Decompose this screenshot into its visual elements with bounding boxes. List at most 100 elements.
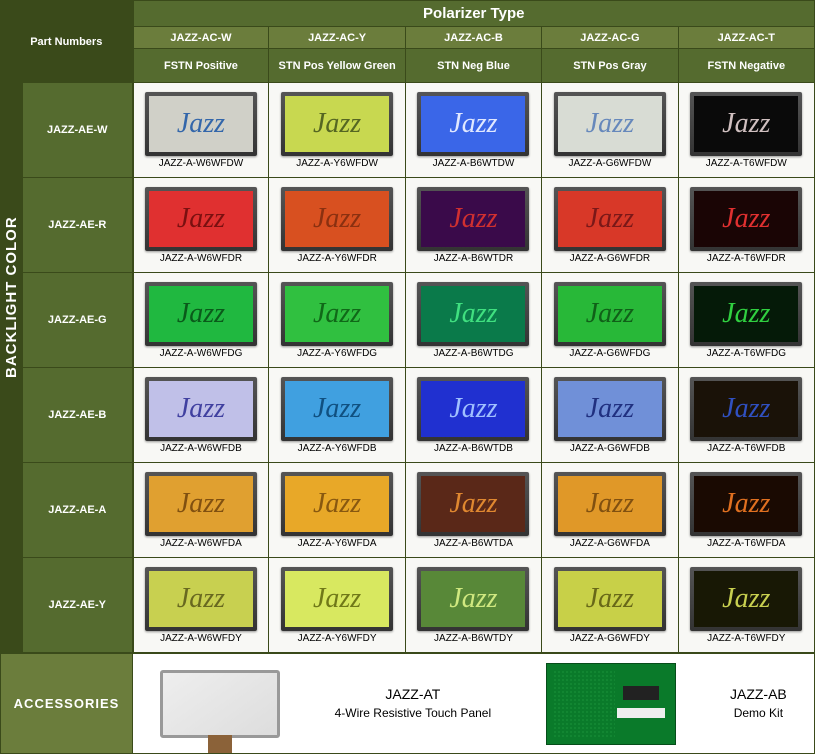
part-number: JAZZ-A-T6WFDR xyxy=(707,253,786,264)
lcd-logo: Jazz xyxy=(449,393,497,425)
part-number: JAZZ-A-Y6WFDG xyxy=(297,348,377,359)
part-number: JAZZ-A-B6WTDW xyxy=(433,158,515,169)
cell-5-4: Jazz JAZZ-A-T6WFDY xyxy=(678,558,814,653)
cell-5-2: JazzJAZZ-A-B6WTDY xyxy=(405,558,541,653)
lcd-logo: Jazz xyxy=(177,393,225,425)
jazz-at-desc: 4-Wire Resistive Touch Panel xyxy=(335,705,492,722)
part-number: JAZZ-A-B6WTDB xyxy=(434,443,513,454)
cell-1-3: Jazz JAZZ-A-G6WFDR xyxy=(542,178,678,273)
cell-0-3: Jazz JAZZ-A-G6WFDW xyxy=(542,83,678,178)
cell-3-2: Jazz JAZZ-A-B6WTDB xyxy=(405,368,541,463)
part-number: JAZZ-A-G6WFDB xyxy=(570,443,650,454)
col-code-3: JAZZ-AC-G xyxy=(542,27,678,49)
col-desc-4: FSTN Negative xyxy=(678,49,814,83)
part-numbers-header: Part Numbers xyxy=(1,1,133,83)
accessory-left-text: JAZZ-AT 4-Wire Resistive Touch Panel xyxy=(335,685,492,721)
lcd-logo: Jazz xyxy=(313,203,361,235)
lcd-logo: Jazz xyxy=(722,393,770,425)
cell-3-4: Jazz JAZZ-A-T6WFDB xyxy=(678,368,814,463)
accessories-table: ACCESSORIES JAZZ-AT 4-Wire Resistive Tou… xyxy=(0,653,815,754)
lcd-logo: Jazz xyxy=(449,488,497,520)
cell-1-4: Jazz JAZZ-A-T6WFDR xyxy=(678,178,814,273)
part-number: JAZZ-A-B6WTDR xyxy=(434,253,513,264)
lcd-logo: Jazz xyxy=(586,583,634,615)
part-number: JAZZ-A-G6WFDA xyxy=(570,538,650,549)
row-label-5: JAZZ-AE-Y xyxy=(23,558,133,653)
lcd-logo: Jazz xyxy=(177,203,225,235)
cell-3-1: Jazz JAZZ-A-Y6WFDB xyxy=(269,368,405,463)
cell-2-1: Jazz JAZZ-A-Y6WFDG xyxy=(269,273,405,368)
cell-0-2: Jazz JAZZ-A-B6WTDW xyxy=(405,83,541,178)
cell-4-4: Jazz JAZZ-A-T6WFDA xyxy=(678,463,814,558)
row-label-1: JAZZ-AE-R xyxy=(23,178,133,273)
part-number: JAZZ-A-Y6WFDB xyxy=(298,443,377,454)
cell-5-3: JazzJAZZ-A-G6WFDY xyxy=(542,558,678,653)
col-code-0: JAZZ-AC-W xyxy=(133,27,269,49)
lcd-logo: Jazz xyxy=(586,488,634,520)
cell-5-0: Jazz JAZZ-A-W6WFDY xyxy=(133,558,269,653)
part-number: JAZZ-A-B6WTDG xyxy=(433,348,513,359)
lcd-logo: Jazz xyxy=(313,488,361,520)
cell-1-0: Jazz JAZZ-A-W6WFDR xyxy=(133,178,269,273)
lcd-logo: Jazz xyxy=(722,583,770,615)
cell-4-1: Jazz JAZZ-A-Y6WFDA xyxy=(269,463,405,558)
part-number: JAZZ-A-W6WFDG xyxy=(160,348,243,359)
part-number: JAZZ-A-W6WFDY xyxy=(160,633,242,644)
lcd-logo: Jazz xyxy=(313,298,361,330)
accessories-label: ACCESSORIES xyxy=(1,654,133,754)
cell-0-1: JazzJAZZ-A-Y6WFDW xyxy=(269,83,405,178)
cell-4-0: JazzJAZZ-A-W6WFDA xyxy=(133,463,269,558)
part-number: JAZZ-A-T6WFDY xyxy=(707,633,785,644)
lcd-logo: Jazz xyxy=(313,393,361,425)
col-desc-1: STN Pos Yellow Green xyxy=(269,49,405,83)
cell-3-3: JazzJAZZ-A-G6WFDB xyxy=(542,368,678,463)
lcd-logo: Jazz xyxy=(449,108,497,140)
cell-4-3: Jazz JAZZ-A-G6WFDA xyxy=(542,463,678,558)
cell-2-4: JazzJAZZ-A-T6WFDG xyxy=(678,273,814,368)
part-number: JAZZ-A-G6WFDG xyxy=(569,348,650,359)
part-number: JAZZ-A-T6WFDG xyxy=(707,348,786,359)
col-code-4: JAZZ-AC-T xyxy=(678,27,814,49)
cell-2-3: Jazz JAZZ-A-G6WFDG xyxy=(542,273,678,368)
part-number: JAZZ-A-Y6WFDY xyxy=(298,633,377,644)
row-label-0: JAZZ-AE-W xyxy=(23,83,133,178)
part-number: JAZZ-A-G6WFDR xyxy=(570,253,651,264)
jazz-at-title: JAZZ-AT xyxy=(335,685,492,705)
col-code-1: JAZZ-AC-Y xyxy=(269,27,405,49)
lcd-logo: Jazz xyxy=(722,203,770,235)
cell-4-2: Jazz JAZZ-A-B6WTDA xyxy=(405,463,541,558)
part-number: JAZZ-A-B6WTDA xyxy=(434,538,513,549)
part-number: JAZZ-A-Y6WFDA xyxy=(298,538,377,549)
part-number: JAZZ-A-W6WFDW xyxy=(159,158,243,169)
part-number: JAZZ-A-W6WFDR xyxy=(160,253,242,264)
lcd-logo: Jazz xyxy=(313,108,361,140)
cell-5-1: JazzJAZZ-A-Y6WFDY xyxy=(269,558,405,653)
lcd-logo: Jazz xyxy=(586,203,634,235)
lcd-logo: Jazz xyxy=(449,203,497,235)
cell-2-2: Jazz JAZZ-A-B6WTDG xyxy=(405,273,541,368)
lcd-logo: Jazz xyxy=(586,298,634,330)
part-number: JAZZ-A-T6WFDW xyxy=(706,158,787,169)
lcd-logo: Jazz xyxy=(722,488,770,520)
lcd-logo: Jazz xyxy=(177,583,225,615)
part-number: JAZZ-A-T6WFDB xyxy=(707,443,785,454)
accessory-right-text: JAZZ-AB Demo Kit xyxy=(730,685,787,721)
cell-2-0: JazzJAZZ-A-W6WFDG xyxy=(133,273,269,368)
lcd-logo: Jazz xyxy=(177,488,225,520)
row-label-2: JAZZ-AE-G xyxy=(23,273,133,368)
lcd-logo: Jazz xyxy=(722,108,770,140)
row-label-4: JAZZ-AE-A xyxy=(23,463,133,558)
jazz-ab-title: JAZZ-AB xyxy=(730,685,787,705)
lcd-logo: Jazz xyxy=(449,583,497,615)
lcd-logo: Jazz xyxy=(449,298,497,330)
part-number: JAZZ-A-W6WFDB xyxy=(160,443,242,454)
cell-0-4: Jazz JAZZ-A-T6WFDW xyxy=(678,83,814,178)
part-number: JAZZ-A-T6WFDA xyxy=(707,538,785,549)
cell-1-1: JazzJAZZ-A-Y6WFDR xyxy=(269,178,405,273)
touchpanel-image xyxy=(160,670,280,738)
col-desc-2: STN Neg Blue xyxy=(405,49,541,83)
backlight-side-label: BACKLIGHT COLOR xyxy=(1,83,23,653)
row-label-3: JAZZ-AE-B xyxy=(23,368,133,463)
part-number: JAZZ-A-G6WFDW xyxy=(569,158,652,169)
lcd-logo: Jazz xyxy=(586,108,634,140)
